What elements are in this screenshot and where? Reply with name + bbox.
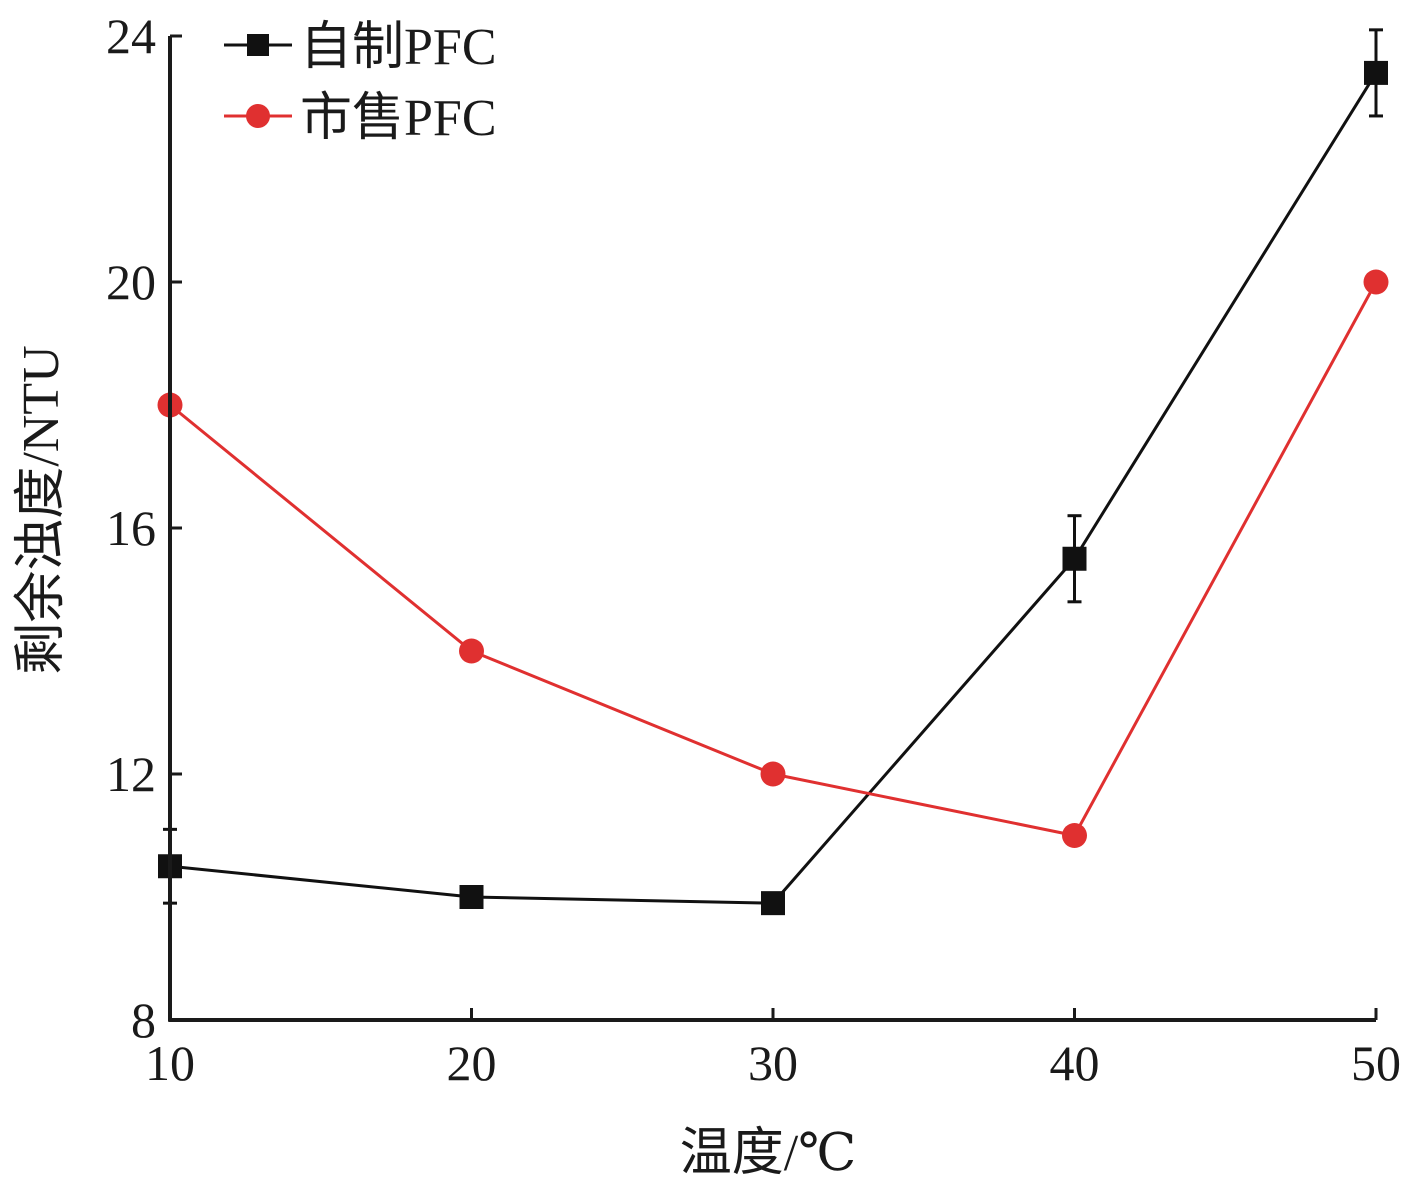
- legend-marker-series-0: [247, 34, 269, 56]
- legend-item-series-0: 自制PFC: [224, 19, 497, 76]
- legend-label-series-0: 自制PFC: [300, 19, 497, 76]
- marker-series-0-point-2: [761, 891, 785, 916]
- x-axis-title: 温度/℃: [680, 1125, 857, 1181]
- x-tick-label-0: 10: [145, 1035, 195, 1091]
- data-markers: [157, 60, 1389, 916]
- y-axis-title: 剩余浊度/NTU: [13, 345, 70, 674]
- y-tick-label-3: 20: [106, 254, 156, 310]
- legend: 自制PFC 市售PFC: [224, 19, 497, 147]
- legend-item-series-1: 市售PFC: [224, 90, 497, 147]
- marker-series-1-point-2: [760, 761, 786, 787]
- legend-label-series-1: 市售PFC: [300, 90, 497, 147]
- y-tick-label-1: 12: [106, 746, 156, 802]
- marker-series-1-point-1: [459, 638, 484, 664]
- x-tick-label-2: 30: [748, 1035, 798, 1091]
- axes: [168, 34, 1378, 1022]
- marker-series-1-point-3: [1062, 823, 1087, 848]
- marker-series-0-point-1: [459, 885, 484, 909]
- marker-series-0-point-3: [1062, 546, 1087, 571]
- x-tick-label-3: 40: [1050, 1035, 1100, 1091]
- tick-labels: 8 12 16 20 24 10 20 30 40 50: [106, 8, 1401, 1091]
- y-tick-label-2: 16: [106, 500, 156, 556]
- x-tick-label-1: 20: [447, 1035, 497, 1091]
- y-tick-label-0: 8: [131, 992, 156, 1048]
- marker-series-1-point-4: [1363, 269, 1389, 295]
- marker-series-0-point-4: [1364, 60, 1388, 85]
- y-tick-label-4: 24: [106, 8, 156, 64]
- x-tick-label-4: 50: [1351, 1035, 1401, 1091]
- legend-marker-series-1: [246, 104, 270, 128]
